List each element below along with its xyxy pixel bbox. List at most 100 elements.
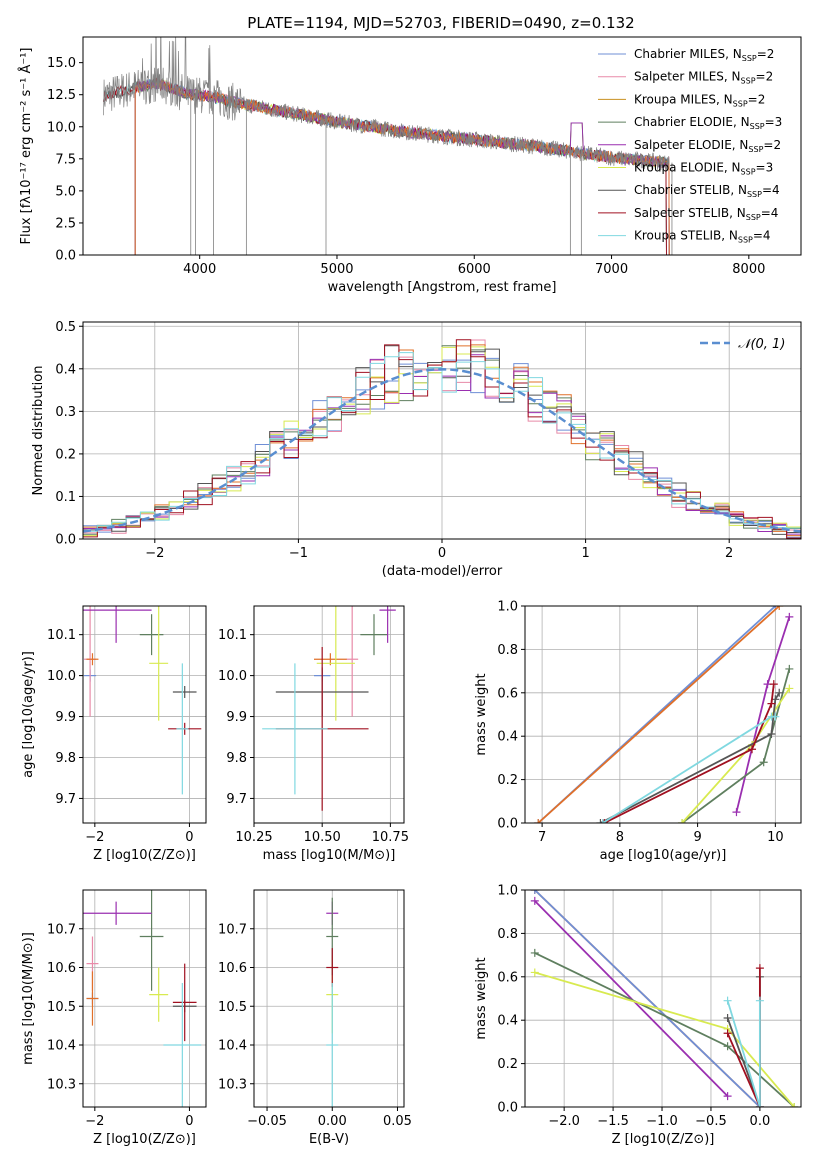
y-tick-label: 10.5 <box>47 1000 76 1015</box>
x-tick-label: 9 <box>693 830 701 845</box>
legend-entry: Chabrier STELIB, NSSP=4 <box>634 183 780 199</box>
y-tick-label: 10.1 <box>218 628 247 643</box>
y-tick-label: 15.0 <box>47 56 76 71</box>
plus-marker <box>775 606 784 610</box>
x-tick-label: 0.00 <box>318 1114 347 1129</box>
legend-sub: SSP <box>738 236 753 245</box>
legend-tail: =2 <box>757 47 775 61</box>
plus-marker <box>598 819 607 823</box>
legend-entry: Kroupa ELODIE, NSSP=3 <box>634 161 773 177</box>
y-tick-label: 9.9 <box>226 710 247 725</box>
plot-area <box>525 890 801 1107</box>
panel-age-vs-Z: −2 0 9.7 9.8 9.9 10.0 10.1 Z [log10(Z/Z⊙)] age [… <box>21 605 207 863</box>
histogram-step <box>83 339 801 539</box>
mass-weight-line <box>534 952 795 1107</box>
plus-marker <box>767 730 776 739</box>
plus-marker <box>723 1092 732 1101</box>
y-axis-label: Normed distribution <box>31 366 46 496</box>
x-tick-label: 7000 <box>595 262 628 277</box>
plot-area <box>83 322 801 539</box>
x-axis-label: mass [log10(M/M⊙)] <box>263 848 396 863</box>
y-tick-label: 9.7 <box>55 792 76 807</box>
x-tick-label: −2 <box>145 546 164 561</box>
x-tick-label: 8000 <box>732 262 765 277</box>
legend-name: Kroupa STELIB, N <box>634 229 738 243</box>
axes-frame <box>524 605 802 824</box>
y-tick-label: 7.5 <box>55 152 76 167</box>
legend-sub: SSP <box>746 213 761 222</box>
axes-frame <box>82 36 802 256</box>
plus-marker <box>723 1029 732 1038</box>
legend-entry: Salpeter MILES, NSSP=2 <box>634 70 773 86</box>
x-tick-label: 7 <box>538 830 546 845</box>
mass-weight-line <box>735 616 791 813</box>
panel-mass-weight-vs-Z: −2.0 −1.5 −1.0 −0.5 0.0 0.0 0.2 0.4 0.6 0.8 1.0 Z [… <box>474 884 802 1147</box>
panel-mass-vs-Z: −2 0 10.3 10.4 10.5 10.6 10.7 Z [log10(Z/Z⊙)] ma… <box>21 889 207 1147</box>
y-tick-label: 0.3 <box>55 405 76 420</box>
plus-marker <box>759 758 768 767</box>
panel-age-vs-mass: 10.25 10.50 10.75 9.7 9.8 9.9 10.0 10.1 mass [lo… <box>218 605 409 863</box>
x-tick-label: −2 <box>85 1114 104 1129</box>
y-tick-label: 0.5 <box>55 320 76 335</box>
legend-sub: SSP <box>741 168 756 177</box>
mass-weight-line <box>534 971 795 1107</box>
y-tick-label: 0.0 <box>497 1101 518 1116</box>
x-tick-label: 0.0 <box>750 1114 771 1129</box>
y-axis-label: age [log10(age/yr)] <box>21 651 36 778</box>
axes-frame <box>524 889 802 1108</box>
y-tick-label: 1.0 <box>497 600 518 615</box>
y-tick-label: 0.4 <box>55 362 76 377</box>
y-tick-label: 9.9 <box>55 710 76 725</box>
x-tick-label: −1.5 <box>597 1114 629 1129</box>
model-spectrum-line <box>134 77 670 255</box>
y-tick-label: 10.7 <box>47 922 76 937</box>
y-tick-label: 0.8 <box>497 643 518 658</box>
y-tick-label: 10.7 <box>218 922 247 937</box>
y-tick-label: 0.4 <box>497 1014 518 1029</box>
x-tick-label: −1.0 <box>646 1114 678 1129</box>
y-tick-label: 0.0 <box>55 249 76 264</box>
plus-marker <box>748 745 757 754</box>
legend-tail: =4 <box>762 183 780 197</box>
y-tick-label: 0.2 <box>497 773 518 788</box>
plus-marker <box>755 1103 764 1107</box>
legend-tail: =4 <box>761 206 779 220</box>
panel-mass-vs-EBV: −0.05 0.00 0.05 10.3 10.4 10.5 10.6 10.7 E(B-V) <box>218 889 412 1147</box>
legend-name: Chabrier MILES, N <box>634 47 742 61</box>
legend-name: Salpeter STELIB, N <box>634 206 746 220</box>
plus-marker <box>785 684 794 693</box>
mass-weight-line <box>602 715 776 823</box>
model-spectrum-line <box>134 78 670 255</box>
legend-sub: SSP <box>742 54 757 63</box>
plot-area <box>254 606 404 823</box>
plus-marker <box>755 964 764 973</box>
x-tick-label: 5000 <box>320 262 353 277</box>
mass-weight-line <box>537 606 780 823</box>
x-axis-label: Z [log10(Z/Z⊙)] <box>93 1132 196 1147</box>
x-tick-label: 1 <box>581 546 589 561</box>
y-tick-label: 0.2 <box>497 1057 518 1072</box>
model-spectrum-line <box>134 77 670 255</box>
plus-marker <box>530 896 539 905</box>
x-axis-label: Z [log10(Z/Z⊙)] <box>612 1132 715 1147</box>
x-tick-label: 4000 <box>183 262 216 277</box>
y-tick-label: 10.0 <box>47 669 76 684</box>
x-axis-label: E(B-V) <box>309 1132 349 1147</box>
gaussian-legend-label: 𝒩(0, 1) <box>738 337 785 352</box>
legend-tail: =3 <box>765 115 783 129</box>
y-tick-label: 10.3 <box>47 1077 76 1092</box>
plus-marker <box>769 680 778 689</box>
mass-weight-line <box>599 692 781 823</box>
legend-name: Salpeter MILES, N <box>634 70 741 84</box>
plot-area <box>83 606 206 823</box>
y-tick-label: 0.1 <box>55 490 76 505</box>
y-tick-label: 10.1 <box>47 628 76 643</box>
x-tick-label: 10.75 <box>372 830 409 845</box>
panel-spectrum: 4000 5000 6000 7000 8000 0.0 2.5 5.0 7.5 10.0 12.5… <box>18 36 802 295</box>
plus-marker <box>596 819 605 823</box>
plus-marker <box>530 890 539 894</box>
x-tick-label: −1 <box>289 546 308 561</box>
x-tick-label: 10 <box>767 830 784 845</box>
x-tick-label: 0 <box>185 1114 193 1129</box>
